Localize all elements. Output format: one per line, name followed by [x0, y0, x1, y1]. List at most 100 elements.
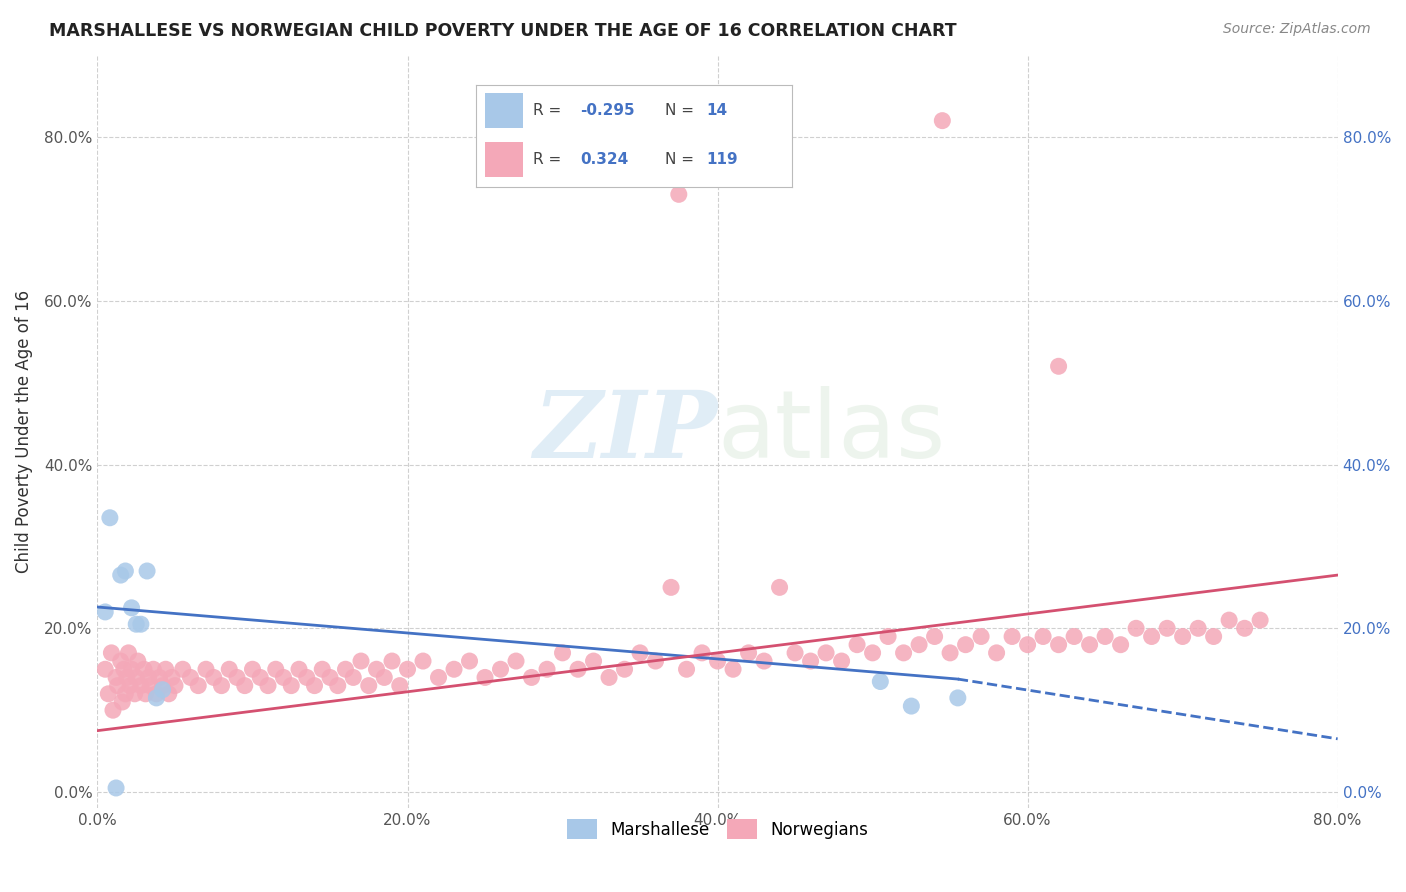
Point	[366, 662, 388, 676]
Point	[1187, 621, 1209, 635]
Point	[105, 670, 128, 684]
Point	[152, 679, 174, 693]
Point	[100, 646, 122, 660]
Point	[520, 670, 543, 684]
Point	[946, 690, 969, 705]
Point	[1156, 621, 1178, 635]
Point	[846, 638, 869, 652]
Point	[163, 679, 186, 693]
Point	[121, 600, 143, 615]
Point	[1218, 613, 1240, 627]
Point	[1140, 630, 1163, 644]
Point	[94, 662, 117, 676]
Point	[129, 617, 152, 632]
Point	[142, 662, 165, 676]
Point	[644, 654, 666, 668]
Point	[148, 670, 170, 684]
Point	[132, 662, 155, 676]
Point	[505, 654, 527, 668]
Point	[1202, 630, 1225, 644]
Point	[427, 670, 450, 684]
Point	[118, 679, 141, 693]
Legend: Marshallese, Norwegians: Marshallese, Norwegians	[561, 813, 875, 846]
Point	[931, 113, 953, 128]
Point	[226, 670, 249, 684]
Point	[381, 654, 404, 668]
Point	[257, 679, 280, 693]
Point	[613, 662, 636, 676]
Point	[800, 654, 823, 668]
Point	[986, 646, 1008, 660]
Point	[121, 662, 143, 676]
Point	[114, 564, 136, 578]
Point	[1047, 638, 1070, 652]
Point	[412, 654, 434, 668]
Point	[768, 580, 790, 594]
Point	[721, 662, 744, 676]
Point	[138, 670, 160, 684]
Point	[145, 687, 167, 701]
Point	[311, 662, 333, 676]
Point	[373, 670, 395, 684]
Text: ZIP: ZIP	[533, 387, 717, 477]
Point	[1063, 630, 1085, 644]
Point	[129, 679, 152, 693]
Point	[105, 780, 128, 795]
Point	[135, 687, 157, 701]
Point	[145, 690, 167, 705]
Point	[598, 670, 620, 684]
Point	[107, 679, 129, 693]
Point	[668, 187, 690, 202]
Point	[110, 654, 132, 668]
Point	[94, 605, 117, 619]
Point	[831, 654, 853, 668]
Point	[114, 687, 136, 701]
Point	[242, 662, 264, 676]
Point	[127, 654, 149, 668]
Point	[567, 662, 589, 676]
Point	[869, 674, 891, 689]
Point	[342, 670, 364, 684]
Point	[1017, 638, 1039, 652]
Point	[249, 670, 271, 684]
Point	[706, 654, 728, 668]
Point	[304, 679, 326, 693]
Point	[474, 670, 496, 684]
Point	[690, 646, 713, 660]
Point	[350, 654, 373, 668]
Point	[737, 646, 759, 660]
Point	[970, 630, 993, 644]
Point	[628, 646, 651, 660]
Point	[273, 670, 295, 684]
Point	[195, 662, 218, 676]
Point	[357, 679, 380, 693]
Point	[1078, 638, 1101, 652]
Text: Source: ZipAtlas.com: Source: ZipAtlas.com	[1223, 22, 1371, 37]
Point	[1047, 359, 1070, 374]
Point	[536, 662, 558, 676]
Point	[117, 646, 139, 660]
Point	[155, 662, 177, 676]
Point	[443, 662, 465, 676]
Point	[125, 617, 148, 632]
Point	[211, 679, 233, 693]
Point	[136, 564, 159, 578]
Point	[1125, 621, 1147, 635]
Point	[1001, 630, 1024, 644]
Point	[939, 646, 962, 660]
Point	[280, 679, 302, 693]
Point	[112, 662, 135, 676]
Point	[179, 670, 201, 684]
Point	[900, 699, 922, 714]
Point	[659, 580, 682, 594]
Point	[264, 662, 287, 676]
Point	[908, 638, 931, 652]
Point	[115, 670, 138, 684]
Point	[172, 662, 194, 676]
Point	[124, 687, 146, 701]
Point	[1249, 613, 1271, 627]
Point	[396, 662, 419, 676]
Point	[955, 638, 977, 652]
Point	[98, 510, 121, 524]
Point	[218, 662, 240, 676]
